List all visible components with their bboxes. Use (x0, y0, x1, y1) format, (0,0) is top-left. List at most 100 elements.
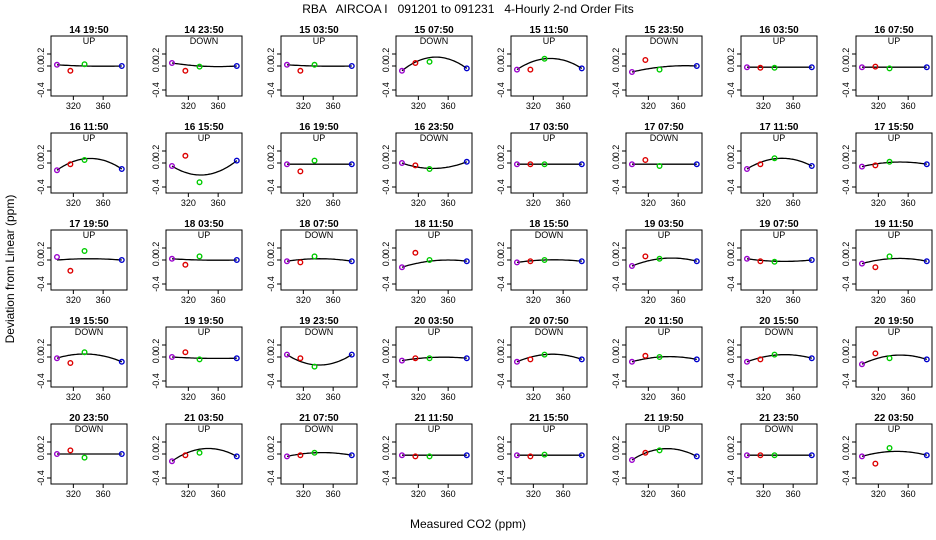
y-tick-label: 0.0 (381, 60, 391, 73)
y-tick-label: 0.2 (496, 339, 506, 352)
data-point (463, 452, 470, 459)
fit-curve (861, 450, 927, 458)
x-tick-label: 320 (181, 295, 196, 305)
data-point (348, 258, 355, 265)
y-tick-label: -0.4 (151, 373, 161, 389)
y-tick-label: -0.4 (496, 82, 506, 98)
data-point (757, 258, 764, 265)
y-tick-label: -0.4 (266, 470, 276, 486)
data-point (578, 452, 585, 459)
panel-direction: DOWN (650, 133, 679, 143)
data-point (53, 451, 60, 458)
y-tick-label: 0.0 (151, 351, 161, 364)
fit-curve (286, 258, 352, 262)
panel-title: 16 19:50 (299, 122, 339, 133)
data-point (693, 63, 700, 70)
data-point (81, 349, 88, 356)
data-point (426, 165, 433, 172)
y-tick-label: 0.0 (611, 157, 621, 170)
data-point (858, 453, 865, 460)
panel-title: 15 07:50 (414, 25, 454, 36)
x-tick-label: 360 (556, 489, 571, 499)
panel-title: 17 03:50 (529, 122, 569, 133)
data-point (182, 67, 189, 74)
data-point (412, 60, 419, 67)
panel-direction: UP (83, 133, 96, 143)
x-tick-label: 360 (786, 489, 801, 499)
y-tick-label: -0.4 (36, 82, 46, 98)
x-tick-label: 360 (441, 489, 456, 499)
x-tick-label: 360 (671, 392, 686, 402)
data-point (412, 162, 419, 169)
y-tick-label: -0.4 (611, 373, 621, 389)
data-point (311, 363, 318, 370)
y-tick-label: 0.2 (726, 145, 736, 158)
fit-curve (286, 354, 353, 366)
y-tick-label: 0.2 (726, 242, 736, 255)
panel-direction: UP (198, 133, 211, 143)
panel-direction: UP (773, 133, 786, 143)
x-tick-label: 320 (641, 489, 656, 499)
data-point (693, 161, 700, 168)
data-point (398, 357, 405, 364)
panel-title: 21 07:50 (299, 413, 339, 424)
data-point (527, 356, 534, 363)
data-point (53, 61, 60, 68)
data-point (463, 355, 470, 362)
data-point (743, 358, 750, 365)
fit-curve (746, 258, 812, 263)
data-point (398, 159, 405, 166)
panel-direction: UP (773, 230, 786, 240)
data-point (628, 358, 635, 365)
data-point (168, 354, 175, 361)
data-point (628, 457, 635, 464)
x-tick-label: 360 (556, 392, 571, 402)
fit-curve (56, 64, 122, 67)
y-tick-label: 0.2 (381, 242, 391, 255)
panel-title: 19 19:50 (184, 316, 224, 327)
x-tick-label: 360 (786, 295, 801, 305)
data-point (182, 152, 189, 159)
data-point (628, 68, 635, 75)
y-tick-label: 0.2 (841, 48, 851, 61)
data-point (348, 351, 355, 358)
panel-title: 19 23:50 (299, 316, 339, 327)
data-point (808, 257, 815, 264)
y-tick-label: 0.2 (151, 48, 161, 61)
data-point (923, 356, 930, 363)
y-tick-label: 0.2 (496, 145, 506, 158)
y-tick-label: 0.2 (381, 436, 391, 449)
fit-curve (631, 355, 697, 363)
x-tick-label: 320 (181, 101, 196, 111)
x-tick-label: 360 (556, 198, 571, 208)
data-point (628, 161, 635, 168)
y-tick-label: -0.4 (36, 470, 46, 486)
y-tick-label: -0.4 (36, 179, 46, 195)
x-tick-label: 320 (756, 295, 771, 305)
data-point (182, 452, 189, 459)
data-point (283, 61, 290, 68)
x-tick-label: 360 (671, 198, 686, 208)
y-tick-label: 0.2 (266, 339, 276, 352)
x-tick-label: 360 (901, 392, 916, 402)
data-point (233, 257, 240, 264)
data-point (656, 447, 663, 454)
x-tick-label: 320 (641, 101, 656, 111)
data-point (168, 162, 175, 169)
x-tick-label: 360 (556, 295, 571, 305)
x-tick-label: 360 (901, 101, 916, 111)
data-point (642, 352, 649, 359)
y-tick-label: -0.4 (151, 82, 161, 98)
y-tick-label: 0.0 (726, 254, 736, 267)
data-point (513, 452, 520, 459)
data-point (656, 354, 663, 361)
